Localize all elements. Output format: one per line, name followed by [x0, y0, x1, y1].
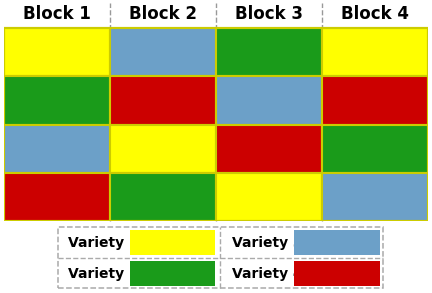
Bar	[4, 28, 428, 221]
Bar	[322, 28, 428, 76]
Text: Variety 4: Variety 4	[232, 267, 302, 281]
Bar	[130, 230, 216, 255]
Bar	[322, 125, 428, 173]
Bar	[110, 76, 216, 125]
Bar	[216, 125, 322, 173]
Bar	[4, 173, 110, 221]
Bar	[322, 76, 428, 125]
Text: Variety 2: Variety 2	[68, 267, 138, 281]
Bar	[216, 28, 322, 76]
Bar	[322, 173, 428, 221]
Bar	[294, 261, 380, 286]
Bar	[130, 261, 216, 286]
Text: Block 1: Block 1	[23, 5, 91, 23]
Text: Block 3: Block 3	[235, 5, 303, 23]
Bar	[110, 28, 216, 76]
Text: Block 2: Block 2	[129, 5, 197, 23]
Bar	[294, 230, 380, 255]
Bar	[4, 28, 110, 76]
Bar	[110, 125, 216, 173]
Text: Variety 3: Variety 3	[232, 236, 302, 250]
Bar	[110, 173, 216, 221]
Text: Variety 1: Variety 1	[68, 236, 138, 250]
Bar	[216, 173, 322, 221]
Text: Block 4: Block 4	[341, 5, 409, 23]
Bar	[4, 76, 110, 125]
Bar	[4, 125, 110, 173]
Bar	[216, 76, 322, 125]
